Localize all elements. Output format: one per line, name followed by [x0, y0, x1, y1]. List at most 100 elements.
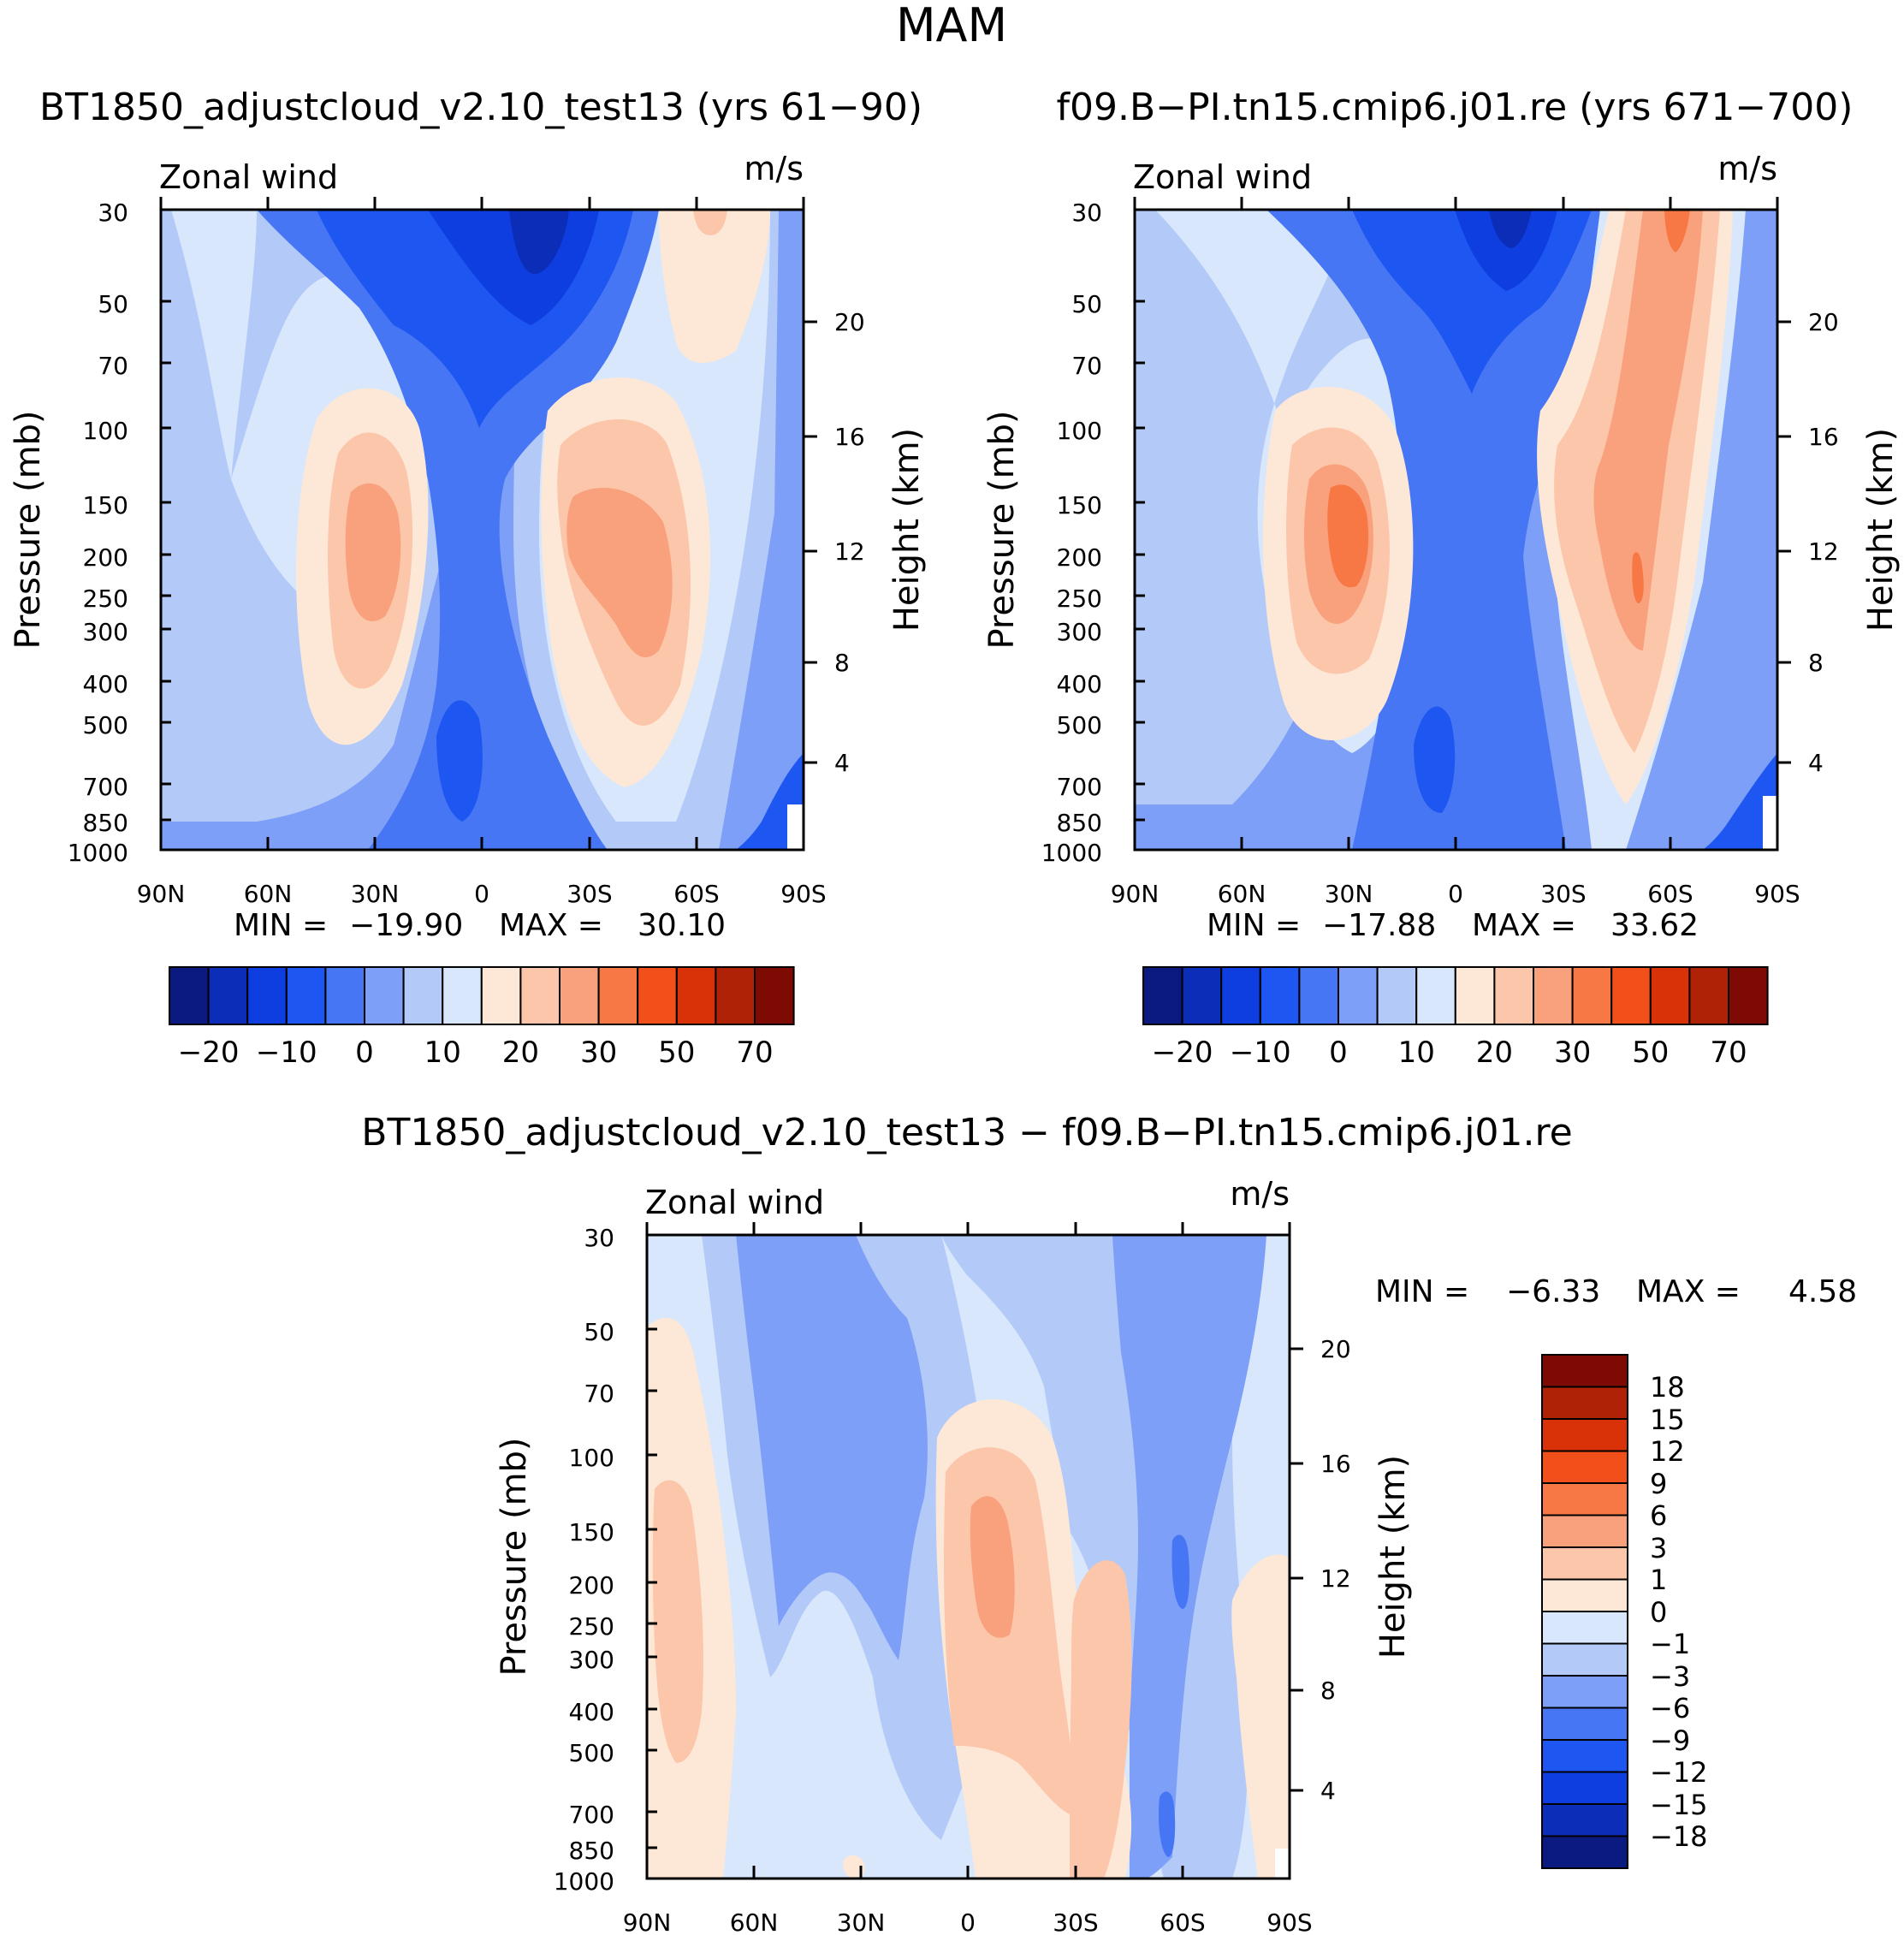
colorbar-label: 70	[736, 1036, 773, 1070]
y-tick: 150	[569, 1518, 657, 1546]
colorbar-box	[1454, 966, 1496, 1025]
colorbar: −20 −10 0 10 20 30 50 70	[169, 966, 795, 1070]
contour-band	[1455, 210, 1557, 291]
y-tick-label: 150	[83, 491, 128, 519]
colorbar-box	[1541, 1578, 1628, 1612]
y-tick: 400	[83, 670, 171, 698]
colorbar-box	[1415, 966, 1456, 1025]
y-right-tick: 8	[804, 649, 850, 677]
colorbar-label: 0	[1650, 1596, 1667, 1629]
x-tick-label: 60S	[1160, 1908, 1205, 1935]
y-tick-label: 400	[1057, 670, 1102, 698]
colorbar-box	[1728, 966, 1769, 1025]
y-tick-label: 850	[1057, 809, 1102, 837]
y-tick-label: 250	[569, 1612, 614, 1641]
y-tick: 850	[1057, 809, 1145, 837]
contour-band	[1632, 552, 1644, 603]
contour-band	[1703, 753, 1777, 850]
x-tick-label: 90S	[1754, 880, 1800, 908]
colorbar-label: 70	[1710, 1036, 1747, 1070]
y-right-tick-label: 4	[1808, 749, 1824, 777]
colorbar-box	[559, 966, 600, 1025]
colorbar-box	[1298, 966, 1340, 1025]
y-tick: 30	[1071, 199, 1145, 227]
colorbar-label: −6	[1650, 1692, 1690, 1724]
y-axis-label-right: Height (km)	[1373, 1455, 1413, 1659]
colorbar-box	[285, 966, 327, 1025]
y-tick-label: 50	[98, 290, 128, 318]
contour-band	[970, 1496, 1015, 1638]
panel-3: BT1850_adjustcloud_v2.10_test13 − f09.B−…	[361, 1111, 1857, 1935]
y-tick: 700	[1057, 773, 1145, 801]
y-tick: 100	[569, 1444, 657, 1472]
max-label: MAX =	[1472, 908, 1576, 943]
y-tick: 200	[83, 543, 171, 572]
right-string: m/s	[1230, 1175, 1290, 1213]
colorbar-box	[675, 966, 717, 1025]
y-right-tick: 16	[1777, 423, 1839, 451]
y-tick-label: 100	[1057, 417, 1102, 445]
min-label: MIN =	[1207, 908, 1301, 943]
x-tick-label: 90N	[1111, 880, 1160, 908]
y-tick-label: 100	[569, 1444, 614, 1472]
colorbar: −20 −10 0 10 20 30 50 70	[1142, 966, 1769, 1070]
colorbar-box	[1610, 966, 1652, 1025]
colorbar-box	[1541, 1706, 1628, 1741]
colorbar-label: 3	[1650, 1532, 1667, 1564]
y-tick-label: 200	[1057, 543, 1102, 572]
colorbar-label: −15	[1650, 1789, 1708, 1821]
colorbar-label: 30	[580, 1036, 617, 1070]
y-axis-label-right: Height (km)	[887, 428, 927, 632]
left-string: Zonal wind	[645, 1184, 824, 1221]
max-label: MAX =	[1636, 1274, 1741, 1309]
x-tick-label: 60N	[730, 1908, 779, 1935]
colorbar-box	[754, 966, 795, 1025]
colorbar-box	[1541, 1386, 1628, 1420]
y-tick-label: 250	[1057, 585, 1102, 613]
y-tick: 30	[584, 1224, 657, 1252]
y-tick: 200	[569, 1571, 657, 1600]
colorbar-label: 20	[1476, 1036, 1513, 1070]
y-tick: 200	[1057, 543, 1145, 572]
y-axis-label: Pressure (mb)	[982, 410, 1022, 649]
y-ticks: 30 50 70 100 150 200 250 300 400 500 700…	[1041, 199, 1145, 867]
panel-title: f09.B−PI.tn15.cmip6.j01.re (yrs 671−700)	[1057, 86, 1854, 129]
y-right-tick: 4	[1290, 1777, 1336, 1805]
y-tick: 100	[83, 417, 171, 445]
y-tick: 70	[98, 352, 171, 380]
colorbar-label: 9	[1650, 1468, 1667, 1500]
colorbar-box	[246, 966, 288, 1025]
y-tick-label: 30	[98, 199, 128, 227]
y-right-tick: 16	[1290, 1450, 1351, 1478]
y-right-tick-label: 8	[834, 649, 850, 677]
x-tick-label: 0	[1448, 880, 1463, 908]
x-ticks: 90N 60N 30N 0 30S 60S 90S	[1111, 197, 1800, 908]
y-tick: 150	[1057, 491, 1145, 519]
y-tick-label: 70	[1071, 352, 1102, 380]
x-tick: 30S	[1540, 197, 1587, 908]
y-tick-label: 1000	[68, 839, 128, 867]
colorbar-box	[1338, 966, 1379, 1025]
colorbar-label: −10	[1230, 1036, 1291, 1070]
y-tick: 1000	[554, 1867, 657, 1896]
contour-band	[1231, 1554, 1290, 1879]
colorbar-label: 12	[1650, 1435, 1685, 1468]
colorbar-box	[1571, 966, 1613, 1025]
colorbar-label: 10	[424, 1036, 461, 1070]
contour-band	[1171, 1534, 1189, 1609]
x-tick: 60N	[730, 1222, 779, 1935]
x-tick-label: 90N	[137, 880, 186, 908]
y-tick: 50	[1071, 290, 1145, 318]
colorbar-box	[402, 966, 444, 1025]
y-tick: 150	[83, 491, 171, 519]
x-tick: 60S	[1647, 197, 1693, 908]
y-right-tick: 4	[804, 749, 850, 777]
contour-band	[566, 488, 673, 658]
x-tick: 90N	[623, 1222, 671, 1935]
y-tick-label: 300	[1057, 618, 1102, 646]
y-tick-label: 150	[1057, 491, 1102, 519]
colorbar-label: 50	[1632, 1036, 1669, 1070]
y-right-tick: 8	[1777, 649, 1824, 677]
y-right-tick-label: 4	[1320, 1777, 1336, 1805]
y-right-tick-label: 8	[1320, 1677, 1336, 1705]
